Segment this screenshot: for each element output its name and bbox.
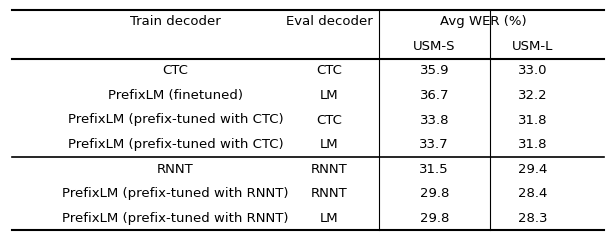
Text: USM-L: USM-L: [512, 40, 554, 53]
Text: 33.7: 33.7: [419, 138, 449, 151]
Text: 35.9: 35.9: [419, 64, 449, 78]
Text: RNNT: RNNT: [157, 162, 194, 176]
Text: Eval decoder: Eval decoder: [286, 15, 373, 28]
Text: 29.8: 29.8: [419, 187, 449, 200]
Text: 32.2: 32.2: [518, 89, 548, 102]
Text: USM-S: USM-S: [413, 40, 455, 53]
Text: RNNT: RNNT: [311, 187, 348, 200]
Text: CTC: CTC: [317, 114, 342, 126]
Text: Train decoder: Train decoder: [130, 15, 221, 28]
Text: 29.4: 29.4: [518, 162, 548, 176]
Text: 28.4: 28.4: [518, 187, 548, 200]
Text: 29.8: 29.8: [419, 212, 449, 225]
Text: PrefixLM (prefix-tuned with RNNT): PrefixLM (prefix-tuned with RNNT): [62, 212, 289, 225]
Text: LM: LM: [320, 138, 339, 151]
Text: 28.3: 28.3: [518, 212, 548, 225]
Text: 31.8: 31.8: [518, 138, 548, 151]
Text: CTC: CTC: [163, 64, 188, 78]
Text: RNNT: RNNT: [311, 162, 348, 176]
Text: PrefixLM (prefix-tuned with RNNT): PrefixLM (prefix-tuned with RNNT): [62, 187, 289, 200]
Text: PrefixLM (prefix-tuned with CTC): PrefixLM (prefix-tuned with CTC): [68, 138, 283, 151]
Text: 33.0: 33.0: [518, 64, 548, 78]
Text: 36.7: 36.7: [419, 89, 449, 102]
Text: PrefixLM (prefix-tuned with CTC): PrefixLM (prefix-tuned with CTC): [68, 114, 283, 126]
Text: 31.5: 31.5: [419, 162, 449, 176]
Text: Avg WER (%): Avg WER (%): [440, 15, 527, 28]
Text: 31.8: 31.8: [518, 114, 548, 126]
Text: 33.8: 33.8: [419, 114, 449, 126]
Text: LM: LM: [320, 212, 339, 225]
Text: LM: LM: [320, 89, 339, 102]
Text: PrefixLM (finetuned): PrefixLM (finetuned): [108, 89, 243, 102]
Text: CTC: CTC: [317, 64, 342, 78]
